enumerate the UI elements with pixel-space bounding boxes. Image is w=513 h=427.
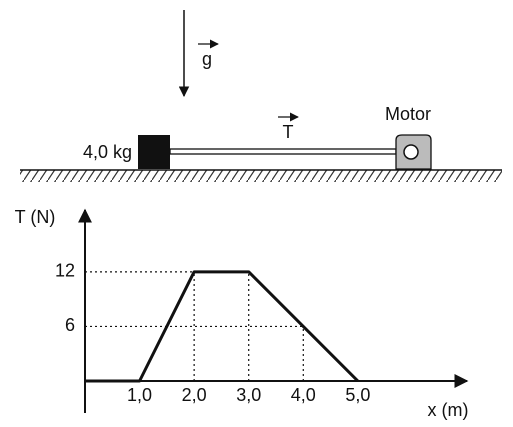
motor-pulley: [404, 145, 418, 159]
ground-hatch: [20, 170, 502, 182]
y-tick-label: 12: [55, 261, 75, 281]
block: [138, 135, 170, 169]
y-tick-label: 6: [65, 315, 75, 335]
x-tick-label: 1,0: [127, 385, 152, 405]
motor-label: Motor: [385, 104, 431, 124]
x-tick-label: 4,0: [291, 385, 316, 405]
page: g 4,0 kg T Motor T (N) x (m) 6 12 1,0 2,0 3,…: [0, 0, 513, 427]
x-tick-label: 5,0: [345, 385, 370, 405]
gravity-label: g: [202, 49, 212, 69]
y-axis-label: T (N): [15, 207, 56, 227]
rope: [170, 149, 396, 154]
chart: T (N) x (m) 6 12 1,0 2,0 3,0 4,0 5,0: [15, 207, 469, 420]
mass-label: 4,0 kg: [83, 142, 132, 162]
x-axis-label: x (m): [428, 400, 469, 420]
figure: g 4,0 kg T Motor T (N) x (m) 6 12 1,0 2,0 3,…: [0, 0, 513, 427]
tension-label: T: [283, 122, 294, 142]
x-tick-label: 3,0: [236, 385, 261, 405]
x-tick-label: 2,0: [182, 385, 207, 405]
